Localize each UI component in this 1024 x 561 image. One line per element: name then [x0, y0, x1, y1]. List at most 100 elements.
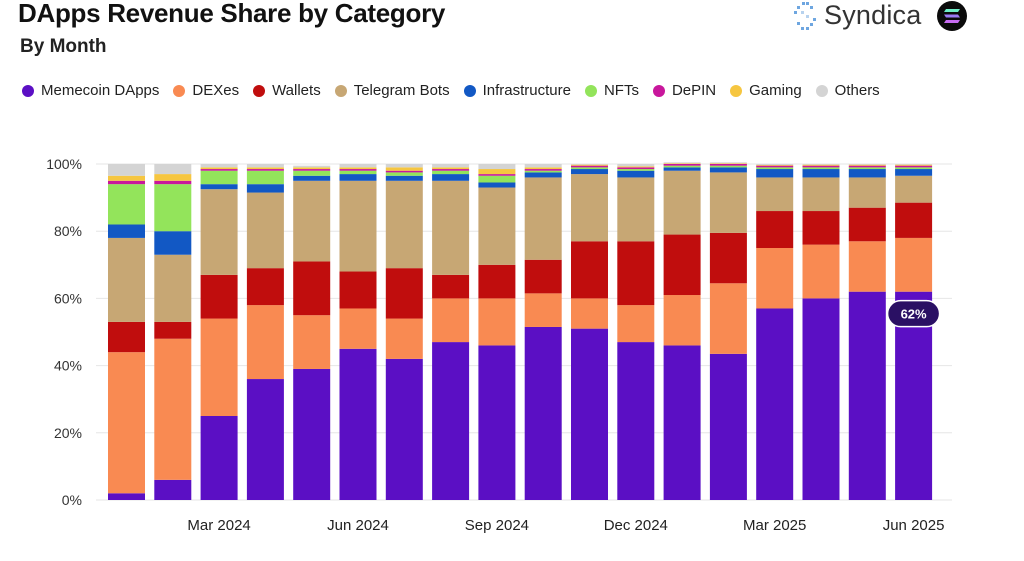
bar-segment-wallets	[432, 274, 470, 299]
bar-segment-infrastructure	[385, 175, 423, 181]
bar-segment-others	[339, 164, 377, 168]
legend-swatch	[584, 84, 597, 97]
legend-item-infrastructure: Infrastructure	[463, 82, 571, 99]
bar-segment-nfts	[524, 170, 562, 173]
bar-segment-infrastructure	[756, 169, 794, 178]
bar-segment-nfts	[802, 167, 840, 170]
bar-segment-nfts	[709, 165, 747, 168]
bar-stack-may-2024	[293, 165, 331, 500]
bar-segment-depin	[154, 180, 192, 185]
bar-segment-others	[246, 164, 284, 168]
bar-segment-infrastructure	[339, 174, 377, 181]
legend-label: Wallets	[272, 82, 321, 99]
bar-segment-others	[293, 165, 331, 168]
bar-segment-memecoin-dapps	[571, 328, 608, 500]
bar-segment-depin	[756, 165, 794, 168]
x-tick-label: Jun 2025	[883, 517, 945, 534]
chart-title: DApps Revenue Share by Category	[18, 0, 446, 28]
bar-segment-gaming	[339, 167, 377, 170]
bar-segment-memecoin-dapps	[339, 348, 377, 500]
bar-segment-nfts	[339, 170, 377, 175]
bar-segment-nfts	[895, 167, 933, 170]
x-tick-label: Mar 2025	[743, 517, 806, 534]
bar-segment-infrastructure	[571, 169, 608, 175]
bar-segment-gaming	[478, 169, 516, 175]
x-tick-label: Sep 2024	[465, 517, 529, 534]
bar-segment-dexes	[339, 308, 377, 349]
syndica-logo-icon	[794, 1, 816, 30]
bar-segment-telegram-bots	[478, 187, 516, 265]
bar-segment-dexes	[246, 305, 284, 380]
bar-segment-infrastructure	[848, 169, 886, 178]
bar-segment-wallets	[385, 268, 423, 319]
bar-segment-gaming	[108, 175, 145, 181]
bar-segment-others	[617, 164, 655, 167]
bar-segment-memecoin-dapps	[432, 342, 470, 500]
bar-segment-nfts	[571, 167, 608, 170]
bar-segment-nfts	[293, 170, 331, 176]
legend-swatch	[652, 84, 665, 97]
bar-segment-dexes	[709, 283, 747, 354]
bars	[108, 162, 933, 500]
bar-segment-wallets	[339, 271, 377, 309]
bar-segment-depin	[108, 180, 145, 185]
bar-segment-gaming	[571, 164, 608, 166]
bar-segment-infrastructure	[432, 174, 470, 181]
bar-segment-telegram-bots	[617, 177, 655, 242]
y-tick-label: 40%	[54, 358, 82, 374]
bar-stack-nov-2024	[571, 164, 608, 500]
bar-segment-infrastructure	[617, 170, 655, 178]
bar-segment-others	[709, 162, 747, 164]
legend-label: Telegram Bots	[353, 82, 450, 99]
legend-item-wallets: Wallets	[253, 82, 321, 99]
bar-segment-infrastructure	[246, 184, 284, 193]
bar-stack-feb-2025	[709, 162, 747, 500]
bar-segment-memecoin-dapps	[293, 368, 331, 500]
bar-segment-dexes	[848, 241, 886, 292]
bar-segment-telegram-bots	[848, 177, 886, 208]
bar-segment-gaming	[385, 167, 423, 171]
bar-segment-dexes	[200, 318, 238, 416]
bar-segment-depin	[709, 164, 747, 166]
bar-segment-telegram-bots	[895, 175, 933, 203]
bar-segment-depin	[246, 169, 284, 171]
bar-segment-others	[200, 164, 238, 168]
bar-segment-telegram-bots	[339, 180, 377, 272]
bar-segment-infrastructure	[709, 167, 747, 173]
callout-label: 62%	[901, 307, 927, 322]
value-callout: 62%	[886, 299, 941, 328]
bar-stack-mar-2024	[200, 164, 238, 500]
bar-stack-aug-2024	[432, 164, 470, 500]
legend-swatch	[173, 84, 186, 97]
bar-segment-dexes	[432, 298, 470, 343]
bar-segment-others	[571, 164, 608, 165]
bar-segment-telegram-bots	[571, 174, 608, 242]
bar-segment-depin	[895, 165, 933, 168]
bar-segment-depin	[848, 165, 886, 168]
y-tick-label: 0%	[62, 492, 82, 508]
y-tick-label: 80%	[54, 223, 82, 239]
bar-segment-wallets	[617, 241, 655, 306]
bar-segment-memecoin-dapps	[802, 298, 840, 500]
legend-item-others: Others	[815, 82, 880, 99]
bar-segment-memecoin-dapps	[154, 479, 192, 500]
bar-segment-telegram-bots	[432, 180, 470, 275]
bar-segment-telegram-bots	[709, 172, 747, 233]
bar-segment-infrastructure	[293, 175, 331, 181]
bar-segment-memecoin-dapps	[663, 345, 701, 500]
bar-segment-others	[802, 164, 840, 165]
legend-swatch	[815, 84, 828, 97]
bar-segment-dexes	[154, 338, 192, 480]
bar-segment-depin	[293, 169, 331, 171]
chart-subtitle: By Month	[20, 36, 107, 57]
bar-segment-depin	[571, 165, 608, 168]
bar-segment-telegram-bots	[200, 189, 238, 275]
bar-segment-nfts	[663, 165, 701, 168]
bar-segment-memecoin-dapps	[524, 326, 562, 500]
bar-segment-wallets	[709, 232, 747, 284]
bar-segment-memecoin-dapps	[848, 291, 886, 500]
bar-segment-infrastructure	[895, 169, 933, 176]
bar-segment-nfts	[200, 170, 238, 185]
bar-segment-nfts	[478, 175, 516, 183]
